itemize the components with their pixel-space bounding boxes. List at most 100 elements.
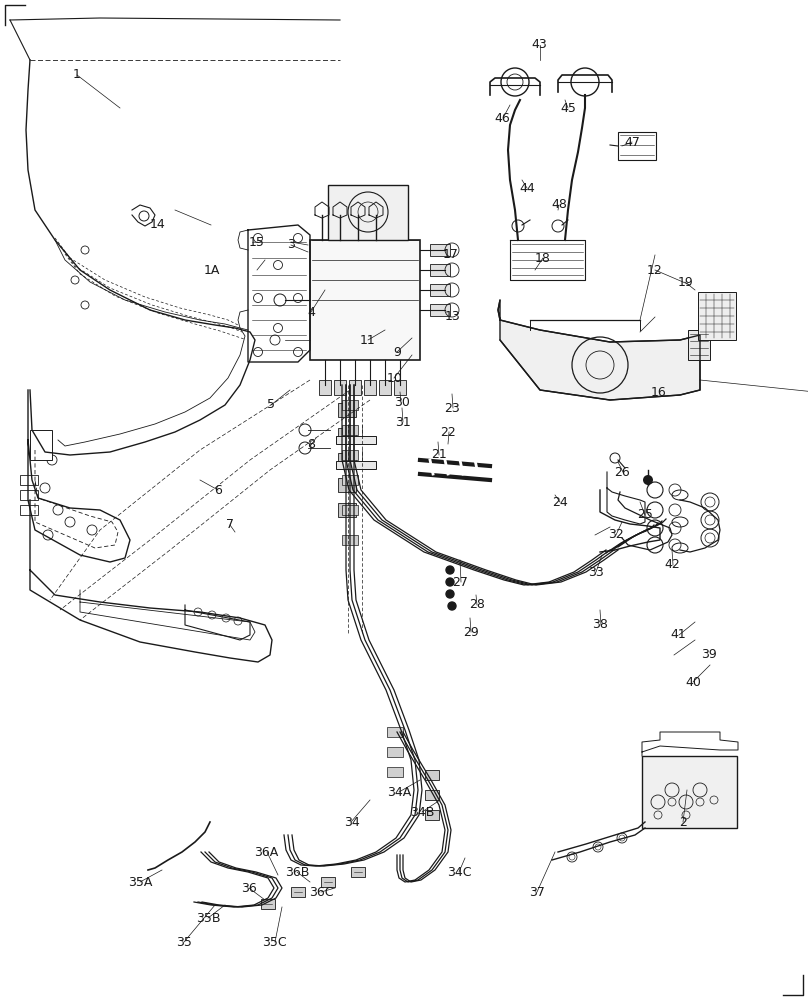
Text: 21: 21	[431, 448, 447, 462]
Text: 37: 37	[529, 886, 545, 898]
Bar	[342, 450, 358, 460]
Text: 36B: 36B	[285, 865, 309, 879]
Text: 38: 38	[591, 618, 608, 632]
Bar	[425, 810, 439, 820]
Text: 35: 35	[176, 936, 192, 948]
Bar	[342, 505, 358, 515]
Text: 36: 36	[241, 882, 257, 894]
Text: 46: 46	[494, 111, 511, 124]
Bar	[688, 330, 710, 360]
Bar	[430, 264, 450, 276]
Circle shape	[446, 590, 454, 598]
Bar	[261, 899, 275, 909]
Text: 35A: 35A	[128, 876, 152, 888]
Bar	[20, 505, 38, 515]
Bar	[394, 380, 406, 395]
Bar	[342, 425, 358, 435]
Text: 24: 24	[552, 495, 568, 508]
Text: 27: 27	[452, 576, 469, 588]
Text: 11: 11	[360, 334, 376, 347]
Text: 17: 17	[443, 248, 459, 261]
Bar	[430, 244, 450, 256]
Bar	[336, 461, 376, 469]
Bar	[334, 380, 346, 395]
Bar	[30, 430, 52, 460]
Text: 19: 19	[677, 275, 693, 288]
Bar	[379, 380, 391, 395]
Bar	[20, 490, 38, 500]
Text: 36C: 36C	[309, 886, 334, 898]
Text: 14: 14	[149, 219, 166, 232]
Text: 1: 1	[73, 68, 81, 82]
Text: 40: 40	[685, 676, 701, 688]
Text: 25: 25	[637, 508, 653, 522]
Bar	[338, 478, 356, 492]
Text: 6: 6	[214, 484, 222, 496]
Text: 44: 44	[519, 182, 535, 194]
Bar	[425, 770, 439, 780]
Text: 15: 15	[249, 235, 265, 248]
Text: 16: 16	[650, 385, 667, 398]
Text: 4: 4	[307, 306, 315, 318]
Bar	[430, 284, 450, 296]
Text: 3: 3	[287, 238, 295, 251]
Bar	[349, 380, 361, 395]
Text: 2: 2	[679, 816, 687, 828]
Bar	[338, 453, 356, 467]
Text: 43: 43	[532, 38, 548, 51]
Bar	[351, 867, 365, 877]
Text: 12: 12	[646, 263, 663, 276]
Bar	[342, 535, 358, 545]
Bar	[642, 756, 737, 828]
Bar	[20, 475, 38, 485]
Text: 29: 29	[463, 626, 479, 639]
Text: 5: 5	[267, 398, 275, 412]
Text: 47: 47	[624, 135, 640, 148]
Text: 41: 41	[671, 629, 687, 642]
Bar	[319, 380, 331, 395]
Text: 45: 45	[560, 102, 576, 114]
Text: 23: 23	[444, 401, 461, 414]
Text: 35C: 35C	[263, 936, 287, 948]
Text: 9: 9	[393, 346, 402, 359]
Text: 30: 30	[393, 395, 410, 408]
Text: 10: 10	[386, 371, 402, 384]
Circle shape	[643, 475, 653, 485]
Circle shape	[448, 602, 456, 610]
Bar	[342, 400, 358, 410]
Text: 1A: 1A	[204, 263, 220, 276]
Bar	[698, 292, 736, 340]
Circle shape	[446, 566, 454, 574]
Text: 34A: 34A	[387, 786, 411, 798]
Text: 34: 34	[343, 816, 360, 828]
Bar	[364, 380, 376, 395]
Text: 28: 28	[469, 598, 485, 611]
Text: 18: 18	[535, 251, 551, 264]
Text: 32: 32	[608, 528, 624, 542]
Bar	[425, 790, 439, 800]
Bar	[338, 403, 356, 417]
Text: 33: 33	[588, 566, 604, 578]
Bar	[336, 436, 376, 444]
Bar	[387, 767, 403, 777]
Bar	[338, 503, 356, 517]
Polygon shape	[498, 300, 700, 400]
Text: 8: 8	[307, 438, 315, 452]
Bar	[430, 304, 450, 316]
Bar	[291, 887, 305, 897]
Text: 13: 13	[444, 310, 461, 324]
Circle shape	[446, 578, 454, 586]
Text: 42: 42	[664, 558, 680, 572]
Bar	[618, 132, 656, 160]
Text: 31: 31	[395, 416, 411, 428]
Bar	[342, 475, 358, 485]
Text: 48: 48	[551, 198, 567, 212]
Text: 34C: 34C	[447, 865, 471, 879]
Bar	[387, 727, 403, 737]
Text: 39: 39	[701, 648, 718, 662]
Text: 36A: 36A	[255, 846, 279, 858]
Bar	[321, 877, 335, 887]
Bar	[338, 428, 356, 442]
Bar	[310, 240, 420, 360]
Text: 35B: 35B	[196, 912, 221, 924]
